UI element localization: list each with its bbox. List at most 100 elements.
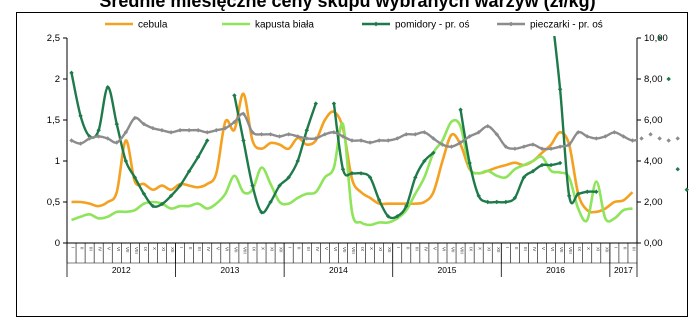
series-line-2 (459, 109, 561, 204)
series-marker-3 (621, 134, 626, 139)
x-month-label: XII (387, 247, 392, 253)
series-marker-2 (150, 203, 156, 209)
series-marker-2 (259, 210, 264, 215)
series-marker-3 (458, 140, 463, 145)
series-marker-3 (639, 136, 644, 141)
x-month-label: VII (233, 247, 238, 253)
x-month-label: III (414, 247, 419, 251)
series-marker-3 (141, 121, 147, 127)
series-marker-3 (114, 140, 119, 145)
series-marker-2 (585, 189, 590, 194)
x-month-label: II (188, 247, 193, 250)
x-month-label: VII (559, 247, 564, 253)
x-month-label: VII (342, 247, 347, 253)
x-year-label: 2014 (329, 265, 348, 275)
series-marker-2 (295, 158, 300, 164)
chart-title: Średnie miesięczne ceny skupu wybranych … (99, 0, 596, 11)
x-month-label: IV (315, 247, 320, 251)
series-marker-2 (539, 162, 545, 168)
series-marker-3 (422, 130, 427, 135)
x-month-label: IX (469, 247, 474, 251)
x-month-label: VIII (351, 247, 356, 254)
legend-label-0: cebula (138, 20, 168, 31)
x-month-label: XI (270, 247, 275, 251)
series-line-1 (71, 118, 633, 227)
series-marker-2 (349, 171, 355, 176)
x-month-label: V (432, 247, 437, 250)
y-right-tick-label: 6,00 (644, 115, 663, 126)
x-month-label: III (197, 247, 202, 251)
x-month-label: XI (161, 247, 166, 251)
series-marker-2 (358, 171, 364, 176)
series-marker-2 (268, 199, 273, 205)
series-marker-2 (250, 183, 255, 188)
legend-marker-2 (373, 21, 379, 27)
series-marker-2 (195, 154, 201, 160)
series-marker-3 (539, 146, 545, 151)
series-marker-2 (503, 199, 509, 205)
x-month-label: V (107, 247, 112, 250)
x-month-label: VIII (568, 247, 573, 254)
series-marker-3 (168, 130, 174, 135)
x-month-label: IX (251, 247, 256, 251)
series-marker-3 (557, 144, 563, 149)
series-marker-2 (431, 150, 436, 155)
series-marker-3 (376, 138, 382, 143)
series-marker-3 (223, 126, 228, 131)
series-marker-3 (494, 132, 499, 137)
series-marker-3 (395, 136, 400, 141)
x-month-label: IX (143, 247, 148, 251)
x-year-label: 2013 (220, 265, 239, 275)
series-marker-3 (648, 132, 653, 137)
y-left-tick-label: 0 (55, 238, 60, 249)
x-month-label: VI (224, 247, 229, 251)
x-month-label: X (261, 247, 266, 250)
x-month-label: III (523, 247, 528, 251)
series-marker-3 (585, 134, 590, 139)
series-line-2 (233, 95, 317, 214)
series-marker-3 (358, 138, 364, 143)
series-marker-3 (340, 134, 346, 139)
y-left-tick-label: 1,5 (47, 115, 60, 126)
series-marker-3 (304, 136, 309, 141)
series-marker-3 (413, 132, 418, 137)
series-marker-3 (232, 119, 237, 125)
series-marker-2 (395, 214, 400, 219)
series-marker-2 (404, 203, 409, 209)
series-marker-2 (684, 187, 689, 192)
series-marker-2 (530, 169, 536, 174)
series-marker-3 (575, 130, 581, 135)
x-month-label: I (288, 247, 293, 248)
legend-label-2: pomidory - pr. oś (395, 20, 469, 31)
series-marker-2 (205, 138, 210, 143)
y-left-tick-label: 1 (55, 156, 60, 167)
x-month-label: IX (360, 247, 365, 251)
series-marker-3 (675, 136, 680, 141)
x-month-label: VIII (242, 247, 247, 254)
series-marker-2 (385, 214, 391, 219)
x-month-label: VII (125, 247, 130, 253)
series-marker-2 (105, 85, 110, 90)
y-left-tick-label: 2 (55, 74, 60, 85)
series-marker-3 (286, 132, 291, 137)
x-month-label: X (478, 247, 483, 250)
x-month-label: X (369, 247, 374, 250)
x-month-label: II (297, 247, 302, 250)
x-month-label: XI (487, 247, 492, 251)
legend-label-1: kapusta biała (255, 20, 314, 31)
series-marker-3 (313, 136, 319, 141)
series-marker-3 (476, 130, 481, 135)
series-marker-3 (440, 142, 445, 147)
series-marker-2 (159, 201, 165, 207)
series-marker-2 (277, 183, 282, 188)
series-marker-3 (268, 132, 273, 137)
series-marker-2 (575, 191, 581, 196)
series-marker-2 (675, 167, 680, 172)
y-left-tick-label: 0,5 (47, 197, 60, 208)
series-marker-3 (331, 130, 337, 135)
series-marker-3 (521, 144, 527, 149)
x-month-label: XII (496, 247, 501, 253)
series-marker-2 (467, 160, 472, 166)
x-month-label: VI (550, 247, 555, 251)
